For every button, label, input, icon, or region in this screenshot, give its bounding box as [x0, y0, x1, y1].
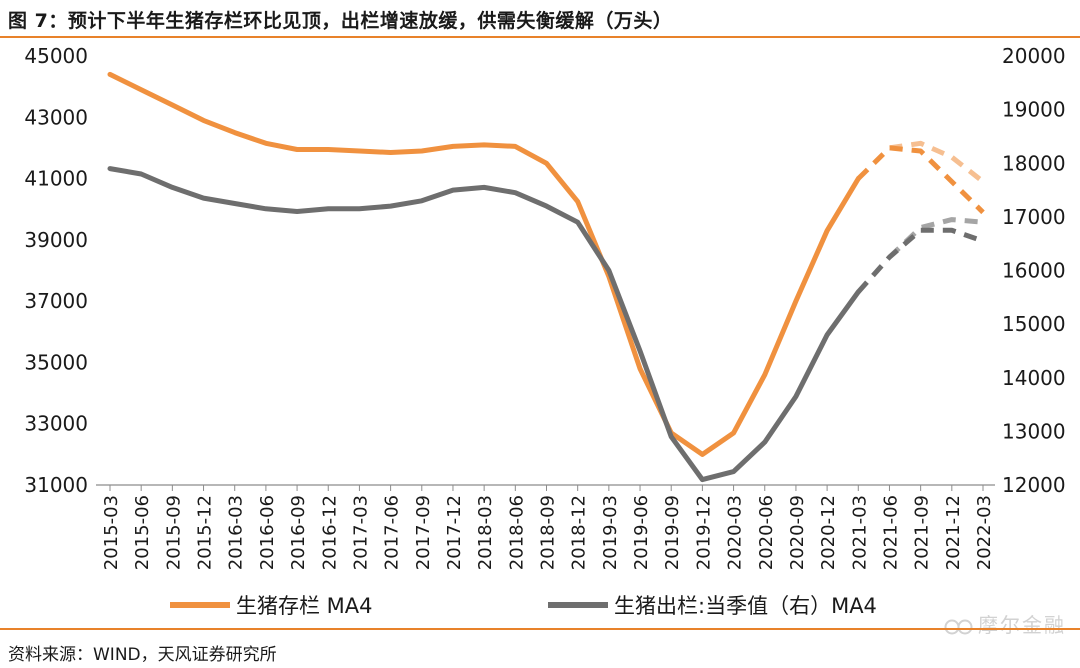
- x-tick-label: 2022-03: [974, 495, 995, 570]
- y-right-tick-label: 17000: [1002, 205, 1066, 229]
- pig-inventory-projection-line: [856, 145, 985, 215]
- x-tick-label: 2015-06: [132, 495, 153, 570]
- y-left-tick-label: 33000: [24, 412, 88, 436]
- x-tick-label: 2020-03: [725, 495, 746, 570]
- x-tick-label: 2020-12: [818, 495, 839, 570]
- x-tick-label: 2021-06: [880, 495, 901, 570]
- x-tick-label: 2015-12: [195, 495, 216, 570]
- x-tick-label: 2021-12: [943, 495, 964, 570]
- y-left-tick-label: 35000: [24, 350, 88, 374]
- title-bar: 图 7：预计下半年生猪存栏环比见顶，出栏增速放缓，供需失衡缓解（万头）: [0, 0, 1080, 38]
- line-chart: 2015-03 2015-06 2015-09 2015-12 2016-03 2016-…: [24, 44, 1065, 618]
- x-tick-label: 2018-03: [475, 495, 496, 570]
- x-tick-label: 2016-12: [319, 495, 340, 570]
- watermark-text: 摩尔金融: [978, 613, 1066, 637]
- watermark: 摩尔金融: [944, 609, 1066, 638]
- x-tick-label: 2020-06: [756, 495, 777, 570]
- y-right-tick-label: 14000: [1002, 366, 1066, 390]
- y-right-tick-label: 15000: [1002, 312, 1066, 336]
- x-tick-label: 2021-03: [849, 495, 870, 570]
- y-left-tick-label: 45000: [24, 44, 88, 68]
- legend-label: 生猪出栏:当季值（右）MA4: [614, 594, 877, 618]
- x-tick-label: 2018-09: [538, 495, 559, 570]
- pig-inventory-projection-light-line: [889, 140, 985, 184]
- y-left-tick-label: 41000: [24, 167, 88, 191]
- y-left-tick-label: 31000: [24, 473, 88, 497]
- y-right-tick-label: 16000: [1002, 259, 1066, 283]
- y-right-tick-label: 18000: [1002, 151, 1066, 175]
- figure-title: 图 7：预计下半年生猪存栏环比见顶，出栏增速放缓，供需失衡缓解（万头）: [8, 10, 673, 32]
- legend-label: 生猪存栏 MA4: [236, 594, 373, 618]
- x-tick-label: 2019-06: [631, 495, 652, 570]
- x-tick-label: 2018-06: [506, 495, 527, 570]
- x-tick-label: 2021-09: [912, 495, 933, 570]
- y-right-tick-label: 20000: [1002, 44, 1066, 68]
- pig-slaughter-projection-light-line: [887, 217, 984, 259]
- x-tick-label: 2015-09: [163, 495, 184, 570]
- x-tick-label: 2017-09: [413, 495, 434, 570]
- x-tick-label: 2015-03: [101, 495, 122, 570]
- pig-slaughter-line: [107, 166, 861, 483]
- y-left-tick-label: 37000: [24, 289, 88, 313]
- source-note: 资料来源：WIND，天风证券研究所: [8, 645, 277, 665]
- x-tick-label: 2016-03: [226, 495, 247, 570]
- y-left-tick-label: 39000: [24, 228, 88, 252]
- y-left-tick-label: 43000: [24, 105, 88, 129]
- pig-slaughter-projection-line: [856, 227, 984, 294]
- chart-legend: 生猪存栏 MA4 生猪出栏:当季值（右）MA4: [170, 594, 877, 618]
- source-bar: 资料来源：WIND，天风证券研究所: [0, 628, 1080, 668]
- y-right-tick-label: 13000: [1002, 419, 1066, 443]
- x-tick-label: 2018-12: [569, 495, 590, 570]
- x-tick-label: 2019-09: [662, 495, 683, 570]
- pig-inventory-line: [107, 71, 861, 457]
- chart-axes: 2015-03 2015-06 2015-09 2015-12 2016-03 2016-…: [24, 44, 1065, 570]
- x-tick-label: 2016-06: [257, 495, 278, 570]
- x-tick-label: 2017-12: [444, 495, 465, 570]
- y-right-tick-label: 12000: [1002, 473, 1066, 497]
- watermark-logo-icon: [944, 619, 973, 634]
- x-tick-label: 2017-03: [350, 495, 371, 570]
- x-tick-label: 2019-03: [600, 495, 621, 570]
- x-tick-label: 2017-06: [382, 495, 403, 570]
- y-right-tick-label: 19000: [1002, 98, 1066, 122]
- x-tick-label: 2016-09: [288, 495, 309, 570]
- x-tick-label: 2020-09: [787, 495, 808, 570]
- chart-series: [107, 71, 985, 483]
- x-tick-label: 2019-12: [693, 495, 714, 570]
